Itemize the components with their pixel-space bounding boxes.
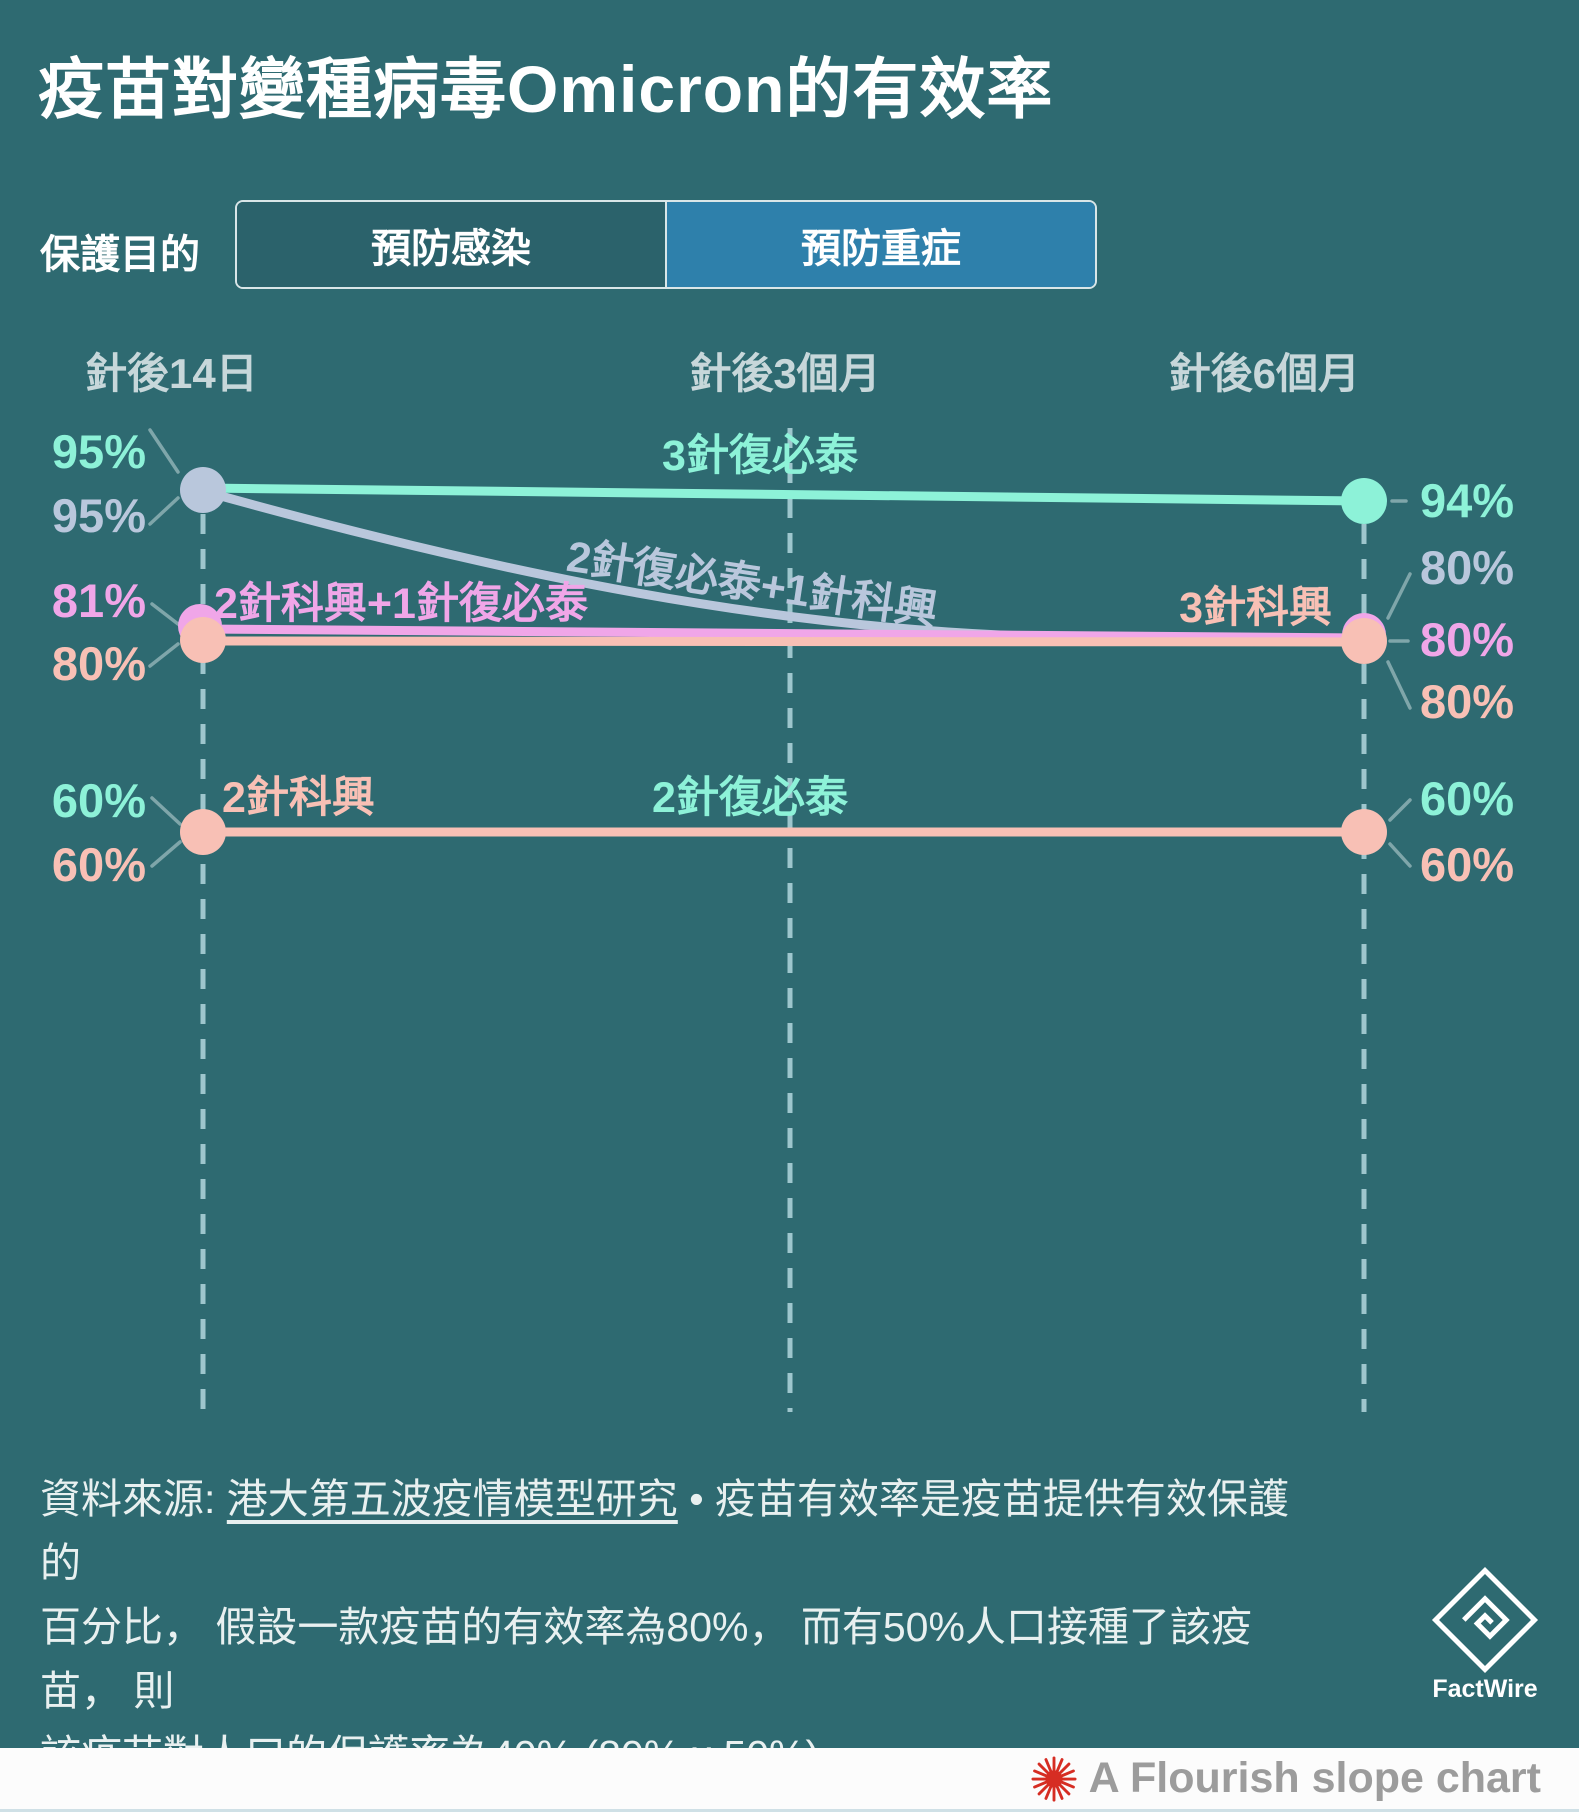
label-2biontech-1sinovac: 2針復必泰+1針科興 <box>564 533 941 636</box>
tab-prevent-infection[interactable]: 預防感染 <box>237 202 665 287</box>
flourish-attribution[interactable]: A Flourish slope chart <box>1088 1754 1541 1802</box>
factwire-logo-icon <box>1431 1566 1539 1674</box>
page-title: 疫苗對變種病毒Omicron的有效率 <box>38 52 1054 126</box>
value-right-80-magenta: 80% <box>1420 613 1514 666</box>
source-line2: 百分比， 假設一款疫苗的有效率為80%， 而有50%人口接種了該疫苗， 則 <box>40 1603 1252 1714</box>
toggle-label: 保護目的 <box>40 233 200 277</box>
label-3sinovac: 3針科興 <box>1179 584 1332 632</box>
x-header-3months: 針後3個月 <box>689 350 880 397</box>
value-left-81: 81% <box>52 574 146 627</box>
left-value-labels: 95% 95% 81% 80% 60% 60% <box>52 425 146 891</box>
dot-right-80 <box>1341 618 1387 664</box>
value-right-80-salmon: 80% <box>1420 675 1514 728</box>
factwire-logo: FactWire <box>1431 1566 1539 1703</box>
value-left-80: 80% <box>52 637 146 690</box>
x-axis-headers: 針後14日 針後3個月 針後6個月 <box>85 350 1360 397</box>
flourish-footer: A Flourish slope chart <box>0 1748 1579 1812</box>
line-2sinovac-1biontech <box>198 624 1369 643</box>
value-left-95-teal: 95% <box>52 425 146 478</box>
line-3sinovac <box>198 636 1369 647</box>
series-lines <box>198 483 1369 837</box>
dot-left-80 <box>180 617 226 663</box>
right-value-labels: 94% 80% 80% 80% 60% 60% <box>1420 474 1514 891</box>
line-3biontech <box>198 483 1369 506</box>
label-2sinovac-1biontech: 2針科興+1針復必泰 <box>214 580 589 628</box>
value-right-60-teal: 60% <box>1420 772 1514 825</box>
gridlines <box>200 428 1367 1412</box>
value-right-80-lavender: 80% <box>1420 541 1514 594</box>
leader-lines <box>148 428 1412 868</box>
source-link[interactable]: 港大第五波疫情模型研究 <box>226 1476 678 1522</box>
protection-purpose-toggle: 預防感染 預防重症 <box>235 200 1097 289</box>
dot-right-60 <box>1341 809 1387 855</box>
value-left-95-lavender: 95% <box>52 489 146 542</box>
label-3biontech: 3針復必泰 <box>662 432 859 480</box>
dot-left-60 <box>180 809 226 855</box>
flourish-burst-icon <box>1031 1755 1077 1802</box>
source-prefix: 資料來源: <box>40 1476 227 1522</box>
label-2biontech: 2針復必泰 <box>652 774 849 822</box>
tab-prevent-severe[interactable]: 預防重症 <box>665 202 1095 287</box>
label-2sinovac: 2針科興 <box>222 774 375 822</box>
x-header-6months: 針後6個月 <box>1169 350 1360 397</box>
x-header-14days: 針後14日 <box>85 350 258 397</box>
source-note: 資料來源: 港大第五波疫情模型研究 • 疫苗有效率是疫苗提供有效保護的 百分比，… <box>40 1468 1320 1788</box>
series-labels: 3針復必泰 2針復必泰+1針科興 2針科興+1針復必泰 3針科興 2針科興 2針… <box>214 432 1332 822</box>
value-left-60-teal: 60% <box>52 774 146 827</box>
dot-right-94 <box>1341 478 1387 524</box>
dot-left-81 <box>178 604 222 648</box>
line-2biontech-1sinovac <box>198 486 1369 646</box>
data-points <box>178 467 1387 855</box>
source-after-link: • 疫苗有效率是疫苗提供有效保護的 <box>40 1476 1289 1586</box>
dot-right-80-magenta <box>1342 613 1386 657</box>
value-right-94: 94% <box>1420 474 1514 527</box>
factwire-logo-text: FactWire <box>1432 1675 1537 1703</box>
dot-left-95 <box>180 467 226 513</box>
value-left-60-salmon: 60% <box>52 838 146 891</box>
value-right-60-salmon: 60% <box>1420 838 1514 891</box>
